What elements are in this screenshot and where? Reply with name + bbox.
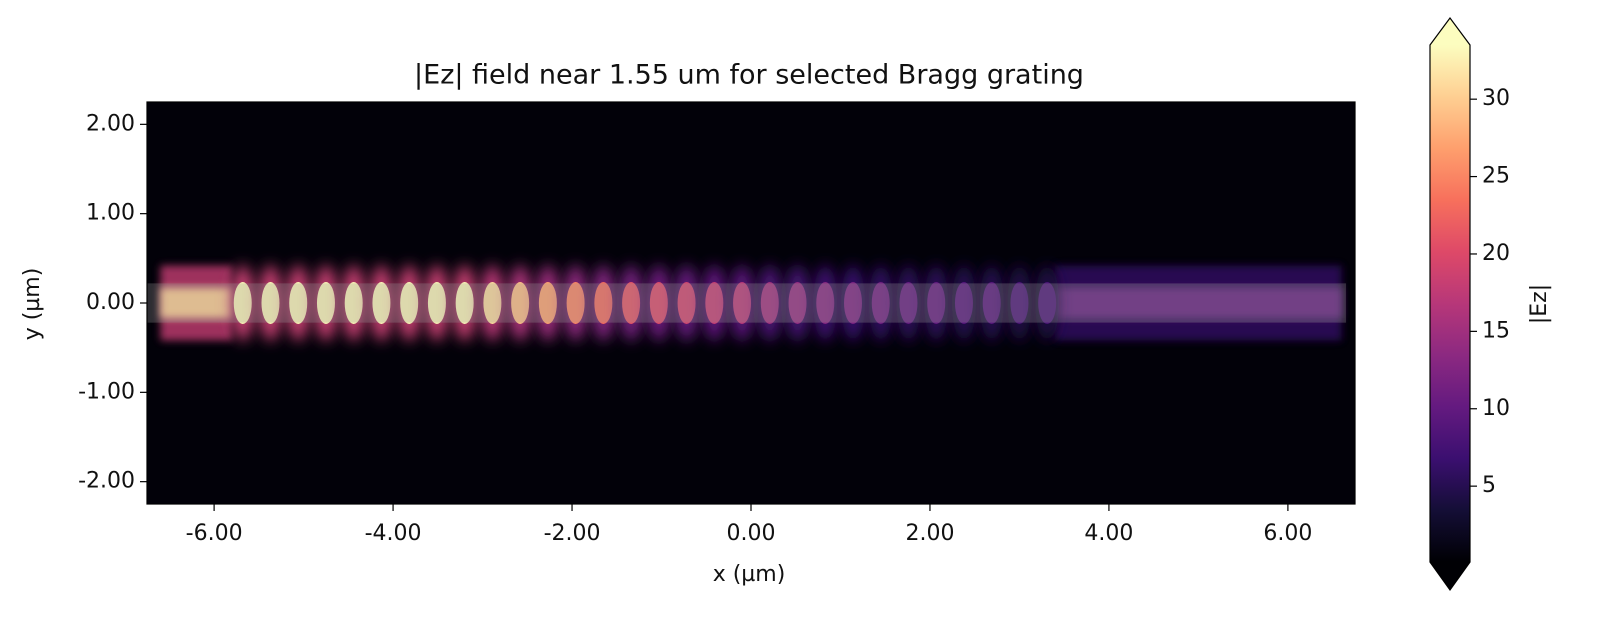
lobe: [261, 282, 280, 324]
lobe: [316, 282, 335, 324]
lobe: [483, 282, 502, 324]
colorbar-tick-label: 10: [1482, 396, 1510, 421]
y-tick-label: 0.00: [86, 290, 135, 315]
lobe: [649, 282, 668, 324]
lobe: [899, 282, 918, 324]
colorbar-extend-top: [1430, 18, 1470, 45]
y-tick-label: 2.00: [86, 111, 135, 136]
field-band: [1055, 287, 1342, 319]
colorbar-tick-label: 25: [1482, 164, 1510, 189]
field-band: [160, 287, 233, 319]
lobe: [705, 282, 724, 324]
lobe: [982, 282, 1001, 324]
y-axis-label: y (µm): [20, 268, 45, 341]
x-axis-label: x (µm): [713, 562, 786, 587]
waveguide: [147, 283, 1347, 323]
lobe: [788, 282, 807, 324]
lobe: [1010, 282, 1029, 324]
lobe: [677, 282, 696, 324]
lobe: [372, 282, 391, 324]
x-tick-label: -2.00: [544, 521, 601, 546]
lobe: [566, 282, 585, 324]
x-tick-label: 6.00: [1263, 521, 1312, 546]
colorbar-tick-label: 20: [1482, 241, 1510, 266]
chart-title: |Ez| field near 1.55 um for selected Bra…: [414, 60, 1084, 91]
lobe: [427, 282, 446, 324]
lobe: [344, 282, 363, 324]
lobe: [511, 282, 530, 324]
colorbar-tick-label: 5: [1482, 473, 1496, 498]
lobe: [622, 282, 641, 324]
colorbar: [1430, 45, 1470, 562]
lobe: [954, 282, 973, 324]
y-tick-label: 1.00: [86, 201, 135, 226]
y-tick-label: -1.00: [78, 379, 135, 404]
lobe: [760, 282, 779, 324]
x-tick-label: 2.00: [905, 521, 954, 546]
lobe: [538, 282, 557, 324]
x-tick-label: -4.00: [365, 521, 422, 546]
y-tick-label: -2.00: [78, 469, 135, 494]
x-tick-label: -6.00: [186, 521, 243, 546]
lobe: [233, 282, 252, 324]
lobe: [594, 282, 613, 324]
x-tick-label: 0.00: [727, 521, 776, 546]
colorbar-tick-label: 30: [1482, 86, 1510, 111]
plot-area: [147, 102, 1355, 504]
lobe: [871, 282, 890, 324]
lobe: [289, 282, 308, 324]
colorbar-label: |Ez|: [1527, 284, 1552, 324]
lobe: [844, 282, 863, 324]
lobe: [927, 282, 946, 324]
lobe: [455, 282, 474, 324]
colorbar-tick-label: 15: [1482, 318, 1510, 343]
colorbar-frame: [1429, 16, 1471, 592]
colorbar-extend-bottom: [1430, 562, 1470, 590]
x-tick-label: 4.00: [1084, 521, 1133, 546]
lobe: [400, 282, 419, 324]
lobe: [1038, 282, 1057, 324]
lobe: [733, 282, 752, 324]
lobe: [816, 282, 835, 324]
